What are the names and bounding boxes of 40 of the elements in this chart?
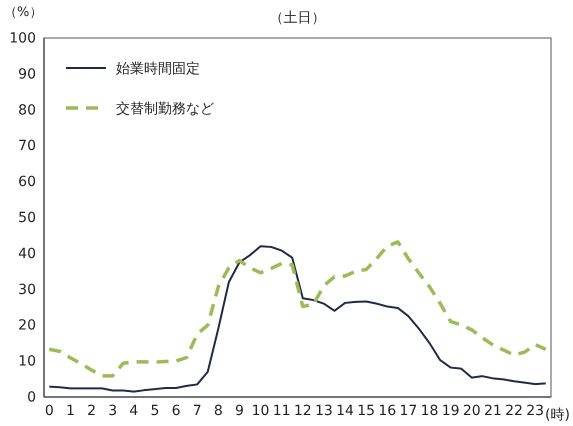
x-tick-label: 0 xyxy=(44,402,54,419)
x-tick-label: 18 xyxy=(420,402,438,419)
x-tick-label: 14 xyxy=(336,402,354,419)
x-tick-label: 15 xyxy=(357,402,376,419)
y-tick-label: 40 xyxy=(18,246,36,262)
x-tick-label: 3 xyxy=(108,402,118,419)
x-tick-label: 9 xyxy=(234,402,244,419)
x-tick-label: 7 xyxy=(192,402,202,419)
x-tick-label: 22 xyxy=(505,402,523,419)
x-tick-label: 19 xyxy=(442,402,460,419)
y-tick-label: 30 xyxy=(18,282,36,298)
y-tick-label: 100 xyxy=(9,30,36,46)
x-tick-label: 5 xyxy=(150,402,160,419)
x-tick-label: 23 xyxy=(526,402,544,419)
x-tick-label: 8 xyxy=(214,402,223,419)
legend-label: 交替制勤務など xyxy=(116,101,214,117)
y-tick-label: 0 xyxy=(27,389,36,406)
chart-title: （土日） xyxy=(270,10,326,26)
y-tick-label: 60 xyxy=(18,174,36,190)
y-tick-label: 50 xyxy=(18,210,36,226)
x-tick-label: 6 xyxy=(172,402,181,419)
x-tick-label: 16 xyxy=(378,402,396,419)
y-axis-title: （%） xyxy=(4,5,42,20)
y-tick-label: 70 xyxy=(18,138,36,154)
x-tick-label: 20 xyxy=(462,402,481,419)
x-tick-label: 12 xyxy=(294,402,312,419)
y-tick-label: 10 xyxy=(18,354,36,370)
y-tick-label: 20 xyxy=(18,318,36,334)
x-axis-title: (時) xyxy=(545,407,570,423)
x-tick-label: 2 xyxy=(87,402,96,419)
y-tick-label: 80 xyxy=(18,102,36,118)
x-tick-label: 4 xyxy=(129,402,138,419)
x-tick-label: 10 xyxy=(252,402,270,419)
y-tick-label: 90 xyxy=(18,66,36,82)
x-tick-label: 13 xyxy=(314,402,333,419)
x-tick-label: 11 xyxy=(272,402,291,419)
x-tick-label: 21 xyxy=(484,402,502,419)
x-tick-label: 17 xyxy=(399,402,418,419)
x-tick-label: 1 xyxy=(66,402,75,419)
legend-label: 始業時間固定 xyxy=(116,61,200,77)
